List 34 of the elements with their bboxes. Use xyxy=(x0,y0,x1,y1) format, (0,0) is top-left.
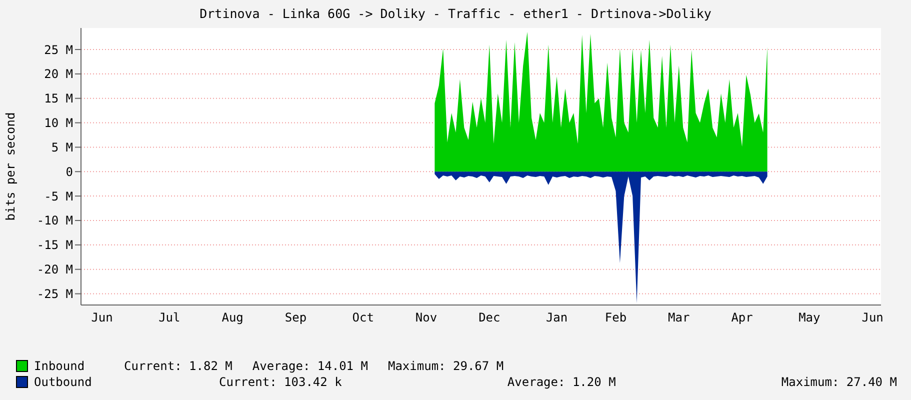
legend-label: Inbound xyxy=(34,359,86,373)
x-tick-label: Nov xyxy=(415,310,438,325)
x-tick-label: Dec xyxy=(478,310,500,325)
y-axis-title: bits per second xyxy=(3,112,18,221)
y-tick-label: 10 M xyxy=(44,116,73,130)
y-tick-label: -15 M xyxy=(36,238,73,252)
x-tick-label: Sep xyxy=(284,310,307,325)
text: Maximum: 27.40 M xyxy=(781,375,897,389)
x-tick-label: Jan xyxy=(546,310,568,325)
x-tick-label: Apr xyxy=(731,310,753,325)
text: Current: 1.82 M xyxy=(124,359,232,373)
text: Maximum: 29.67 M xyxy=(388,359,504,373)
y-tick-label: 15 M xyxy=(44,92,73,106)
x-tick-label: Jul xyxy=(158,310,180,325)
x-tick-label: Jun xyxy=(91,310,113,325)
legend-label: Outbound xyxy=(34,375,93,389)
x-tick-label: Aug xyxy=(222,310,244,325)
x-tick-label: Mar xyxy=(668,310,690,325)
x-tick-label: Jun xyxy=(862,310,884,325)
y-tick-label: -10 M xyxy=(36,214,73,228)
y-tick-label: 0 xyxy=(66,164,73,179)
text: Average: 14.01 M xyxy=(252,359,368,373)
y-tick-label: -5 M xyxy=(44,189,73,204)
x-tick-label: Oct xyxy=(352,310,374,325)
text: Average: 1.20 M xyxy=(507,375,616,389)
y-tick-label: 5 M xyxy=(51,140,73,154)
text: Current: 103.42 k xyxy=(219,375,342,389)
y-tick-label: -20 M xyxy=(36,262,73,277)
y-tick-label: 20 M xyxy=(44,67,73,82)
x-tick-label: Feb xyxy=(604,310,627,325)
y-tick-label: 25 M xyxy=(44,42,73,57)
chart-title: Drtinova - Linka 60G -> Doliky - Traffic - ether1 - Drtinova->Doliky xyxy=(198,6,712,21)
y-tick-label: -25 M xyxy=(36,287,73,302)
x-tick-label: May xyxy=(798,310,820,325)
